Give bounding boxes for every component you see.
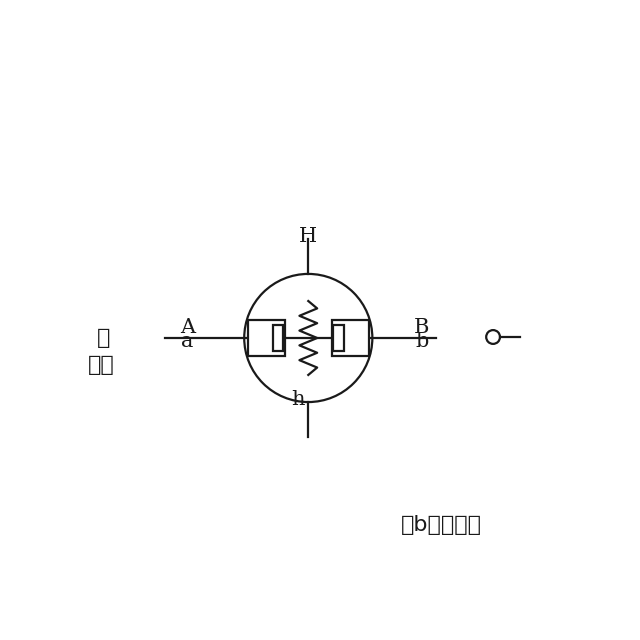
Text: b: b xyxy=(415,332,428,351)
Text: B: B xyxy=(414,317,429,337)
Text: A: A xyxy=(180,317,195,337)
Text: 器: 器 xyxy=(97,328,111,348)
Text: h: h xyxy=(292,390,305,409)
Text: H: H xyxy=(300,227,317,246)
Bar xyxy=(273,325,284,351)
Text: 底座: 底座 xyxy=(88,355,115,375)
Text: （b）电路符: （b）电路符 xyxy=(401,515,482,535)
Bar xyxy=(332,319,369,356)
Bar xyxy=(248,319,285,356)
Bar xyxy=(333,325,344,351)
Text: a: a xyxy=(181,332,194,351)
